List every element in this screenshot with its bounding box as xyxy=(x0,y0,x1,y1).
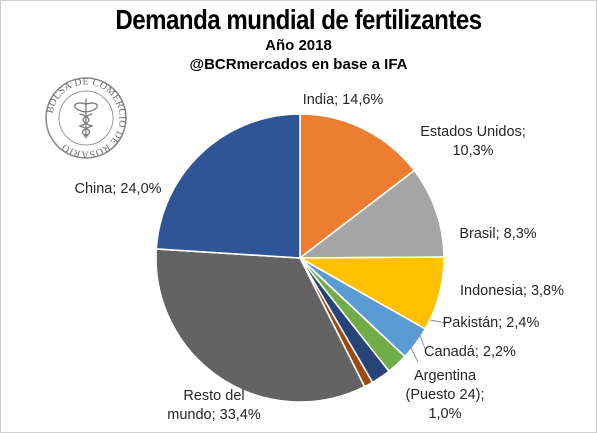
leader-line-pakist-n xyxy=(429,319,447,324)
pie-slice-china xyxy=(155,113,301,259)
chart-subtitle: Año 2018 xyxy=(265,37,332,54)
data-label-indonesia: Indonesia; 3,8% xyxy=(460,283,564,299)
leader-line-canad- xyxy=(418,332,427,352)
pie-slice-india xyxy=(299,113,416,260)
pie-slice-estados-unidos xyxy=(297,169,445,259)
data-label-pakist-n: Pakistán; 2,4% xyxy=(443,315,540,331)
data-label-brasil: Brasil; 8,3% xyxy=(459,226,536,242)
leader-line-argentina xyxy=(409,345,419,363)
data-label-resto-del-mundo: Resto del mundo; 33,4% xyxy=(167,388,261,423)
data-label-canad-: Canadá; 2,2% xyxy=(424,344,516,360)
bcr-seal-logo: BOLSA DE COMERCIO DE ROSARIO xyxy=(45,76,127,159)
label-leader-lines xyxy=(409,319,447,363)
pie-slice-resto-del-mundo xyxy=(155,248,366,403)
data-label-argentina: Argentina (Puesto 24); 1,0% xyxy=(406,368,485,422)
chart-header: Demanda mundial de fertilizantes Año 201… xyxy=(0,4,597,74)
data-label-india: India; 14,6% xyxy=(303,92,384,108)
pie-data-labels: India; 14,6% Estados Unidos; 10,3% Brasil; … xyxy=(74,92,564,423)
chart-source: @BCRmercados en base a IFA xyxy=(189,56,408,73)
data-label-china: China; 24,0% xyxy=(74,181,161,197)
pie-slices xyxy=(155,113,445,403)
chart-title: Demanda mundial de fertilizantes xyxy=(115,4,482,35)
data-label-estados-unidos: Estados Unidos; 10,3% xyxy=(420,124,526,159)
